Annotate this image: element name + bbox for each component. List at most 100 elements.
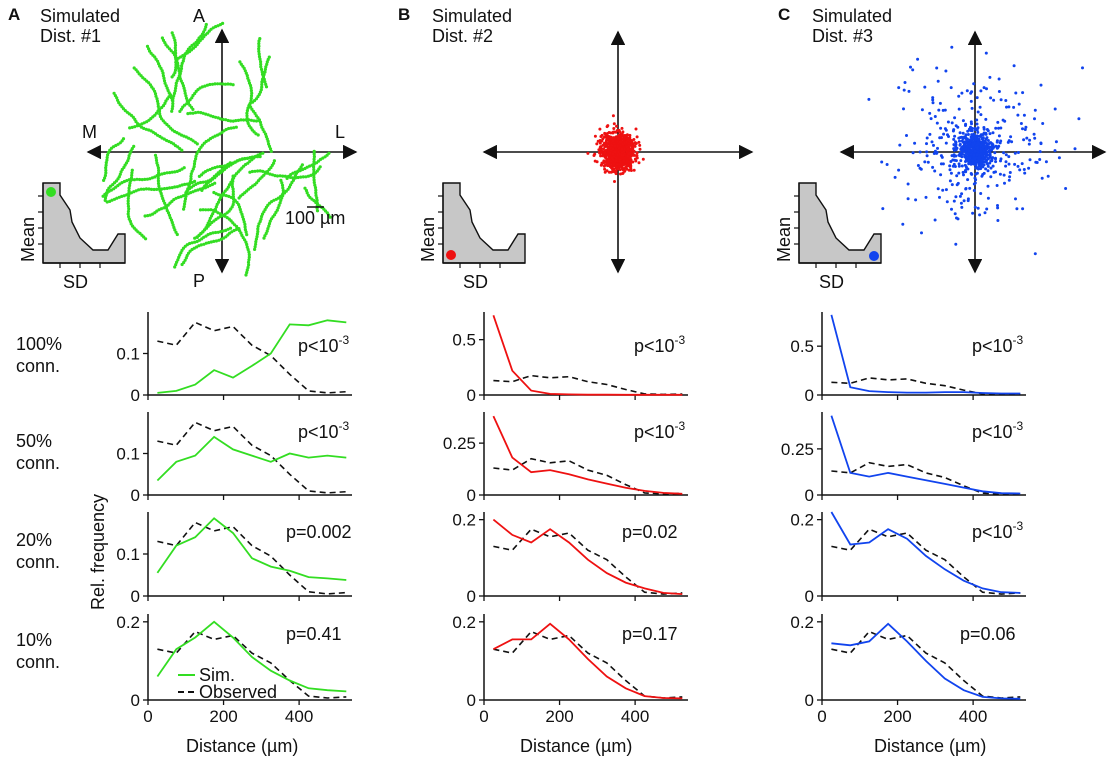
scatter-point [957,164,961,168]
scatter-point [138,123,142,127]
scatter-point [260,70,264,74]
scatter-point [950,207,953,211]
scatter-point [125,179,129,183]
compass-a-top-label: A [193,6,205,26]
scatter-point [221,82,225,86]
scatter-cloud-b [586,114,645,183]
scatter-point [159,207,163,211]
scatter-point [940,136,943,140]
scatter-point [245,114,249,118]
scatter-point [104,163,108,167]
scatter-point [264,65,268,69]
scatter-point [202,242,206,246]
scatter-point [612,162,616,166]
observed-series-line [831,461,1021,495]
scatter-point [303,166,307,171]
scatter-point [993,151,997,155]
scatter-point [962,199,966,203]
scatter-point [977,155,981,159]
scatter-point [249,118,253,122]
scatter-point [979,133,983,137]
scatter-point [132,190,136,194]
scatter-point [916,57,920,61]
scatter-point [962,173,965,177]
line-charts: 0 0.1 p<10-3 0 0.1 p<10-3 0 0.1 p=0.002 0 0.2 0 200 4… [116,312,1026,726]
scatter-point [614,156,618,160]
scatter-point [157,107,161,111]
scatter-point [252,119,256,123]
scatter-point [232,197,236,201]
scatter-point [257,44,261,48]
scatter-point [1033,108,1037,112]
scatter-point [620,147,624,151]
scatter-point [227,126,231,131]
scatter-point [276,206,280,210]
scatter-point [1019,122,1023,125]
scatter-point [612,122,616,126]
scatter-point [267,142,271,146]
scatter-point [181,84,185,88]
scatter-point [229,126,233,130]
scatter-point [305,191,309,195]
scatter-point [605,162,609,166]
x-tick-label: 0 [143,707,152,726]
scatter-point [267,224,271,228]
scatter-point [180,183,184,187]
scatter-point [157,184,161,188]
scatter-point [296,175,300,180]
scatter-point [983,211,987,215]
scatter-point [918,150,922,154]
scatter-point [234,125,238,129]
y-tick-label: 0 [805,486,814,505]
scatter-point [982,143,986,146]
scatter-point [1053,149,1057,153]
scatter-point [267,55,271,59]
scatter-point [258,37,262,41]
scatter-point [246,76,250,80]
scatter-point [145,44,150,49]
scatter-point [997,126,1000,130]
scatter-point [173,55,178,59]
scatter-point [240,157,244,161]
scatter-point [938,195,941,199]
scatter-point [179,79,183,83]
observed-series-line [157,321,347,394]
scatter-point [1015,207,1019,211]
y-tick-label: 0.1 [116,445,140,464]
row-label-50-line2: conn. [16,453,60,473]
scatter-point [1053,107,1057,111]
scatter-point [1022,138,1026,142]
scatter-point [1016,164,1020,168]
observed-series-line [157,421,347,494]
scatter-point [1003,119,1007,123]
scatter-point [948,164,952,168]
scatter-point [970,133,974,137]
scatter-point [242,118,246,122]
scatter-point [629,169,633,172]
scatter-point [180,262,184,267]
scatter-point [298,169,302,173]
scatter-point [153,92,158,96]
scatter-point [312,178,316,182]
scatter-point [937,108,941,112]
scatter-point [201,111,205,115]
scatter-point [313,186,318,190]
scatter-point [1003,181,1006,185]
scatter-point [174,65,178,70]
scatter-point [1040,176,1044,180]
scatter-point [945,200,949,204]
scatter-point [1022,168,1026,171]
scatter-point [972,189,976,192]
observed-series-line [157,630,347,699]
scatter-point [978,105,982,109]
scatter-point [176,195,181,199]
scatter-point [263,234,267,238]
scatter-point [592,154,596,157]
scatter-point [939,173,943,177]
scatter-point [175,169,179,173]
observed-series-line [831,528,1021,595]
scatter-point [265,60,269,64]
scatter-point [238,158,242,162]
scatter-point [954,140,958,144]
scatter-point [608,163,612,167]
